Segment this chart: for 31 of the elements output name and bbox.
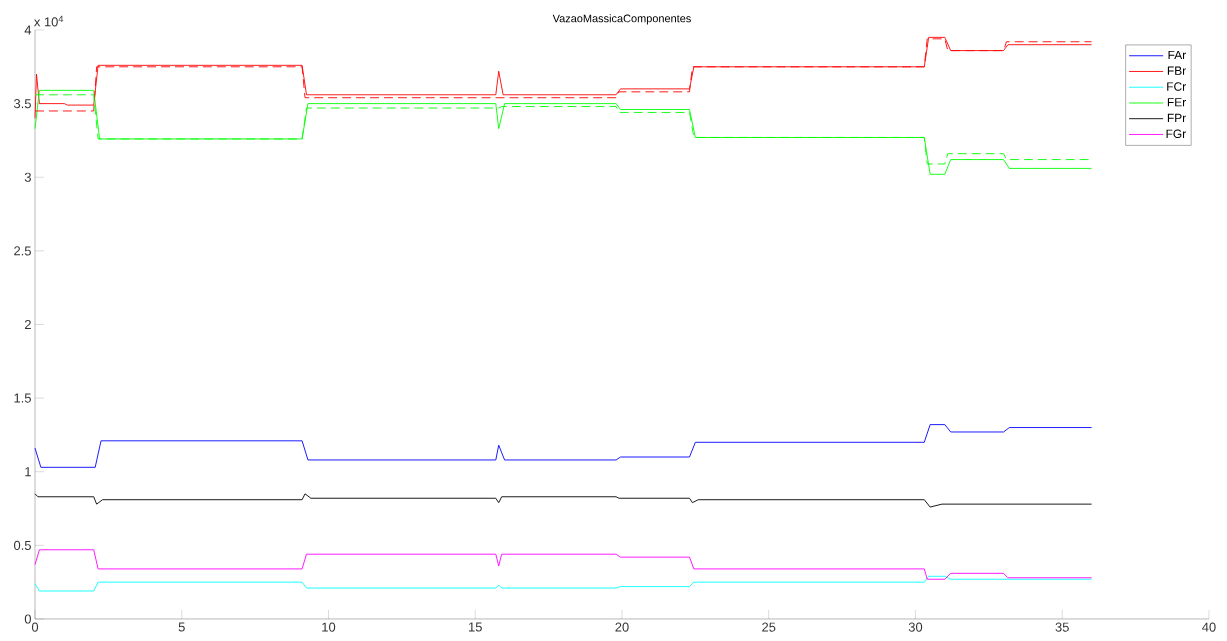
y-tick-label: 1 <box>25 467 31 477</box>
y-tick-label: 3.5 <box>13 99 31 109</box>
y-tick-label: 0 <box>24 614 31 624</box>
line-series <box>34 89 1093 175</box>
y-tick-label: 3 <box>24 172 31 182</box>
legend-label: FCr <box>1167 82 1186 91</box>
y-tick-label: 1.5 <box>14 393 31 403</box>
line-series <box>34 493 1093 508</box>
x-tick-label: 25 <box>762 622 776 632</box>
line-series <box>34 424 1093 468</box>
legend-label: FPr <box>1167 113 1186 123</box>
x-tick-label: 35 <box>1055 622 1069 632</box>
legend-label: FGr <box>1166 129 1186 138</box>
text: x 10$^{4}$ <box>34 15 64 27</box>
x-tick-label: 10 <box>322 622 336 632</box>
y-tick-label: 2.5 <box>14 246 31 256</box>
x-tick-label: 15 <box>469 622 482 632</box>
y-tick-label: 2 <box>24 319 31 330</box>
x-tick-label: 5 <box>178 622 185 632</box>
chart-title: VazaoMassicaComponentes <box>552 14 691 25</box>
line-series <box>34 575 1093 592</box>
legend-label: FAr <box>1168 50 1186 60</box>
x-tick-label: 0 <box>31 622 39 632</box>
line-series <box>34 549 1093 580</box>
x-tick-label: 40 <box>1202 622 1216 632</box>
legend-label: FBr <box>1167 66 1186 75</box>
y-tick-label: 4 <box>24 25 32 35</box>
legend-label: FEr <box>1167 98 1186 107</box>
y-tick-label: 0.5 <box>13 540 31 550</box>
x-tick-label: 30 <box>908 622 923 632</box>
x-tick-label: 20 <box>615 622 629 632</box>
